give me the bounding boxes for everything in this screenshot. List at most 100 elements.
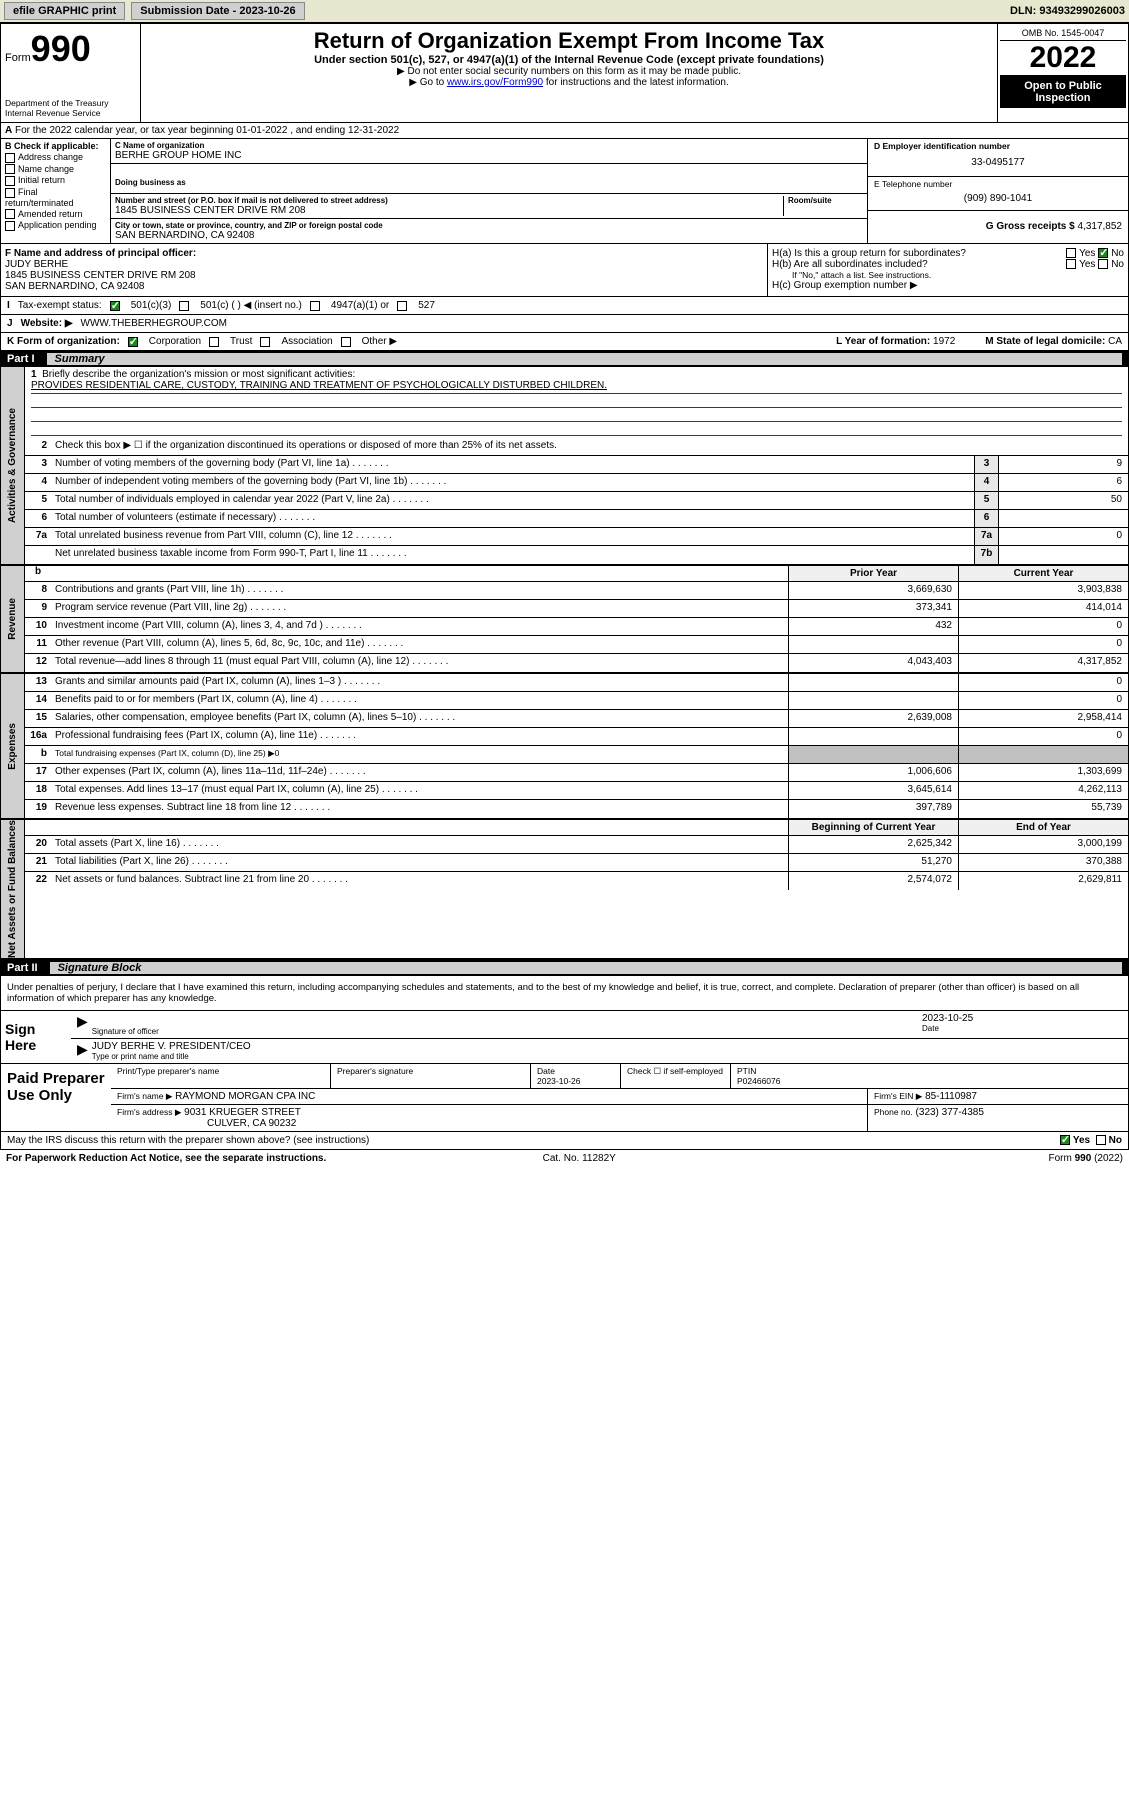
chk-label: Name change: [18, 164, 74, 174]
dln-display: DLN: 93493299026003: [1010, 5, 1125, 17]
chk-initial-return[interactable]: Initial return: [5, 175, 106, 186]
rev-lines-line-8: 8Contributions and grants (Part VIII, li…: [25, 582, 1128, 600]
exp-lines-line-18: 18Total expenses. Add lines 13–17 (must …: [25, 782, 1128, 800]
line-num: 9: [25, 600, 51, 617]
line-num: 8: [25, 582, 51, 599]
na-lines-line-20: 20Total assets (Part X, line 16)2,625,34…: [25, 836, 1128, 854]
line-num: 7a: [25, 528, 51, 545]
exp-lines-line-15: 15Salaries, other compensation, employee…: [25, 710, 1128, 728]
section-activities-governance: Activities & Governance 1 Briefly descri…: [1, 367, 1128, 566]
line-value: 0: [998, 528, 1128, 545]
line-current: 370,388: [958, 854, 1128, 871]
exp-lines-line-16a: 16aProfessional fundraising fees (Part I…: [25, 728, 1128, 746]
status-501c-chk[interactable]: [179, 301, 189, 311]
sign-date-label: Date: [922, 1024, 1122, 1033]
line-text: Total number of individuals employed in …: [51, 492, 974, 509]
chk-name-change[interactable]: Name change: [5, 164, 106, 175]
hb-yes-label: Yes: [1079, 259, 1095, 270]
k-other-chk[interactable]: [341, 337, 351, 347]
line-num: 10: [25, 618, 51, 635]
line-text: Total liabilities (Part X, line 26): [51, 854, 788, 871]
vtab-ag-label: Activities & Governance: [7, 408, 18, 523]
line-prior: 4,043,403: [788, 654, 958, 672]
line-current: 1,303,699: [958, 764, 1128, 781]
firm-addr2: CULVER, CA 90232: [117, 1118, 296, 1129]
discuss-question: May the IRS discuss this return with the…: [7, 1135, 369, 1146]
line-num: 3: [25, 456, 51, 473]
principal-officer: F Name and address of principal officer:…: [1, 244, 768, 296]
rev-lines-line-11: 11Other revenue (Part VIII, column (A), …: [25, 636, 1128, 654]
hb-no-label: No: [1111, 259, 1124, 270]
discuss-no-chk[interactable]: [1096, 1135, 1106, 1145]
line-current: [958, 746, 1128, 763]
block-c-org: C Name of organization BERHE GROUP HOME …: [111, 139, 868, 243]
submission-label: Submission Date -: [140, 5, 239, 17]
street-label: Number and street (or P.O. box if mail i…: [115, 196, 783, 205]
submission-button[interactable]: Submission Date - 2023-10-26: [131, 2, 304, 20]
status-4947-chk[interactable]: [310, 301, 320, 311]
efile-button[interactable]: efile GRAPHIC print: [4, 2, 125, 20]
dln-label: DLN:: [1010, 5, 1039, 17]
ha-yes-chk[interactable]: [1066, 248, 1076, 258]
hdr-eoy: End of Year: [958, 820, 1128, 836]
chk-amended-return[interactable]: Amended return: [5, 209, 106, 220]
status-o4: 527: [418, 300, 435, 311]
form-note-2: ▶ Go to www.irs.gov/Form990 for instruct…: [149, 77, 989, 88]
rev-col-headers: b Prior Year Current Year: [25, 566, 1128, 582]
sig-label: Signature of officer: [92, 1027, 922, 1036]
k-trust-chk[interactable]: [209, 337, 219, 347]
k-assoc-chk[interactable]: [260, 337, 270, 347]
line-prior: [788, 728, 958, 745]
line-text: Grants and similar amounts paid (Part IX…: [51, 674, 788, 691]
status-527-chk[interactable]: [397, 301, 407, 311]
hb-text: H(b) Are all subordinates included?: [772, 259, 928, 270]
discuss-yes: Yes: [1073, 1135, 1090, 1146]
rev-lines-line-9: 9Program service revenue (Part VIII, lin…: [25, 600, 1128, 618]
line-current: 0: [958, 692, 1128, 709]
line-num: 22: [25, 872, 51, 890]
part-1-header: Part I Summary: [1, 351, 1128, 367]
status-501c3-chk[interactable]: [110, 301, 120, 311]
line-num: 12: [25, 654, 51, 672]
phone-row: E Telephone number (909) 890-1041: [868, 177, 1128, 211]
principal-name: JUDY BERHE: [5, 259, 68, 270]
block-de: D Employer identification number 33-0495…: [868, 139, 1128, 243]
chk-application-pending[interactable]: Application pending: [5, 220, 106, 231]
hdr-prior-year: Prior Year: [788, 566, 958, 582]
k-corp-chk[interactable]: [128, 337, 138, 347]
vtab-exp-label: Expenses: [7, 723, 18, 770]
hb-yes-chk[interactable]: [1066, 259, 1076, 269]
section-revenue: Revenue b Prior Year Current Year 8Contr…: [1, 566, 1128, 674]
penalty-statement: Under penalties of perjury, I declare th…: [1, 976, 1128, 1011]
line-text: Contributions and grants (Part VIII, lin…: [51, 582, 788, 599]
line-current: 3,903,838: [958, 582, 1128, 599]
line-prior: 51,270: [788, 854, 958, 871]
officer-sig-line: ▶ Signature of officer 2023-10-25Date: [71, 1011, 1128, 1039]
arrow-icon: ▶: [77, 1041, 88, 1061]
line-prior: 3,669,630: [788, 582, 958, 599]
paid-preparer-row: Paid Preparer Use Only Print/Type prepar…: [1, 1064, 1128, 1132]
form-note-1: ▶ Do not enter social security numbers o…: [149, 66, 989, 77]
k-label: K Form of organization:: [7, 336, 120, 347]
k-o3: Association: [281, 336, 332, 347]
ein-label: D Employer identification number: [874, 141, 1122, 151]
line-num: 18: [25, 782, 51, 799]
prep-h2: Preparer's signature: [331, 1064, 531, 1088]
discuss-yes-chk[interactable]: [1060, 1135, 1070, 1145]
org-name-row: C Name of organization BERHE GROUP HOME …: [111, 139, 867, 164]
exp-lines-line-17: 17Other expenses (Part IX, column (A), l…: [25, 764, 1128, 782]
hb-no-chk[interactable]: [1098, 259, 1108, 269]
line-text: Other revenue (Part VIII, column (A), li…: [51, 636, 788, 653]
mission-block: 1 Briefly describe the organization's mi…: [25, 367, 1128, 438]
phone-value: (909) 890-1041: [874, 189, 1122, 208]
chk-address-change[interactable]: Address change: [5, 152, 106, 163]
ha-no-label: No: [1111, 248, 1124, 259]
ha-no-chk[interactable]: [1098, 248, 1108, 258]
chk-final-return[interactable]: Final return/terminated: [5, 187, 106, 208]
irs-link[interactable]: www.irs.gov/Form990: [447, 77, 543, 88]
hdr-boy: Beginning of Current Year: [788, 820, 958, 836]
rev-lines-line-10: 10Investment income (Part VIII, column (…: [25, 618, 1128, 636]
firm-ein: 85-1110987: [925, 1091, 977, 1102]
line-refnum: 4: [974, 474, 998, 491]
submission-date: 2023-10-26: [239, 5, 295, 17]
